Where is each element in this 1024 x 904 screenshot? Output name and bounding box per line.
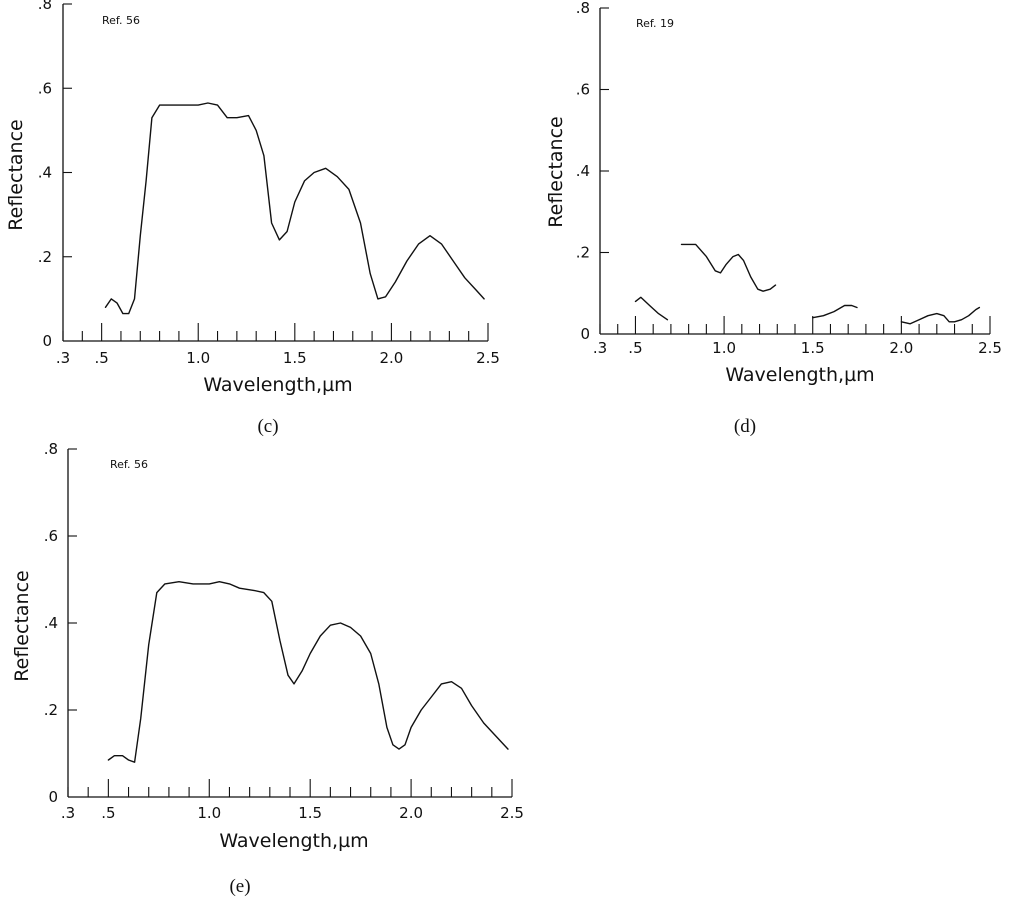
y-axis-title: Reflectance bbox=[545, 116, 567, 227]
y-tick-label: .2 bbox=[44, 701, 58, 719]
reflectance-curve bbox=[680, 243, 777, 292]
y-tick-label: .4 bbox=[38, 164, 52, 182]
x-tick-label: 1.0 bbox=[712, 339, 736, 357]
y-axis-title: Reflectance bbox=[5, 119, 27, 230]
x-tick-label: 2.0 bbox=[889, 339, 913, 357]
reflectance-curve bbox=[812, 304, 858, 319]
x-tick-label: .3 bbox=[56, 349, 70, 367]
ref-annotation: Ref. 56 bbox=[102, 14, 140, 27]
x-tick-label: 1.0 bbox=[186, 349, 210, 367]
y-tick-label: 0 bbox=[580, 325, 590, 343]
y-tick-label: .6 bbox=[576, 81, 590, 99]
panel-e: Ref. 56 Reflectance Wavelength,µm (e) .3… bbox=[11, 440, 524, 897]
panel-c: Ref. 56 Reflectance Wavelength,µm (c) .3… bbox=[5, 0, 500, 437]
ref-annotation: Ref. 19 bbox=[636, 17, 674, 30]
y-axis-title: Reflectance bbox=[11, 570, 33, 681]
x-tick-label: 1.5 bbox=[283, 349, 307, 367]
x-tick-label: .5 bbox=[628, 339, 642, 357]
x-tick-label: .5 bbox=[101, 804, 115, 822]
x-tick-label: .3 bbox=[593, 339, 607, 357]
panel-caption: (c) bbox=[257, 416, 278, 437]
y-tick-label: .2 bbox=[576, 244, 590, 262]
panel-d: Ref. 19 Reflectance Wavelength,µm (d) .3… bbox=[545, 0, 1002, 437]
y-tick-label: .8 bbox=[576, 0, 590, 17]
panel-caption: (d) bbox=[734, 416, 756, 437]
x-tick-label: 1.5 bbox=[298, 804, 322, 822]
y-tick-label: .8 bbox=[44, 440, 58, 458]
y-tick-label: .6 bbox=[38, 79, 52, 97]
x-axis-title: Wavelength,µm bbox=[203, 374, 352, 396]
x-tick-label: 2.0 bbox=[399, 804, 423, 822]
x-tick-label: 2.5 bbox=[978, 339, 1002, 357]
x-tick-label: 2.0 bbox=[379, 349, 403, 367]
y-tick-label: 0 bbox=[48, 788, 58, 806]
y-tick-label: .2 bbox=[38, 248, 52, 266]
x-tick-label: 2.5 bbox=[476, 349, 500, 367]
reflectance-curve bbox=[104, 102, 485, 315]
ref-annotation: Ref. 56 bbox=[110, 458, 148, 471]
reflectance-curve bbox=[634, 296, 669, 321]
x-axis-title: Wavelength,µm bbox=[219, 830, 368, 852]
y-tick-label: 0 bbox=[42, 332, 52, 350]
y-tick-label: .4 bbox=[44, 614, 58, 632]
x-tick-label: 1.5 bbox=[801, 339, 825, 357]
y-tick-label: .6 bbox=[44, 527, 58, 545]
y-tick-label: .4 bbox=[576, 162, 590, 180]
reflectance-curve bbox=[107, 581, 509, 763]
reflectance-curve bbox=[900, 306, 981, 325]
panel-caption: (e) bbox=[229, 876, 250, 897]
x-tick-label: 1.0 bbox=[197, 804, 221, 822]
x-tick-label: .3 bbox=[61, 804, 75, 822]
x-tick-label: .5 bbox=[94, 349, 108, 367]
y-tick-label: .8 bbox=[38, 0, 52, 13]
x-tick-label: 2.5 bbox=[500, 804, 524, 822]
x-axis-title: Wavelength,µm bbox=[725, 364, 874, 386]
